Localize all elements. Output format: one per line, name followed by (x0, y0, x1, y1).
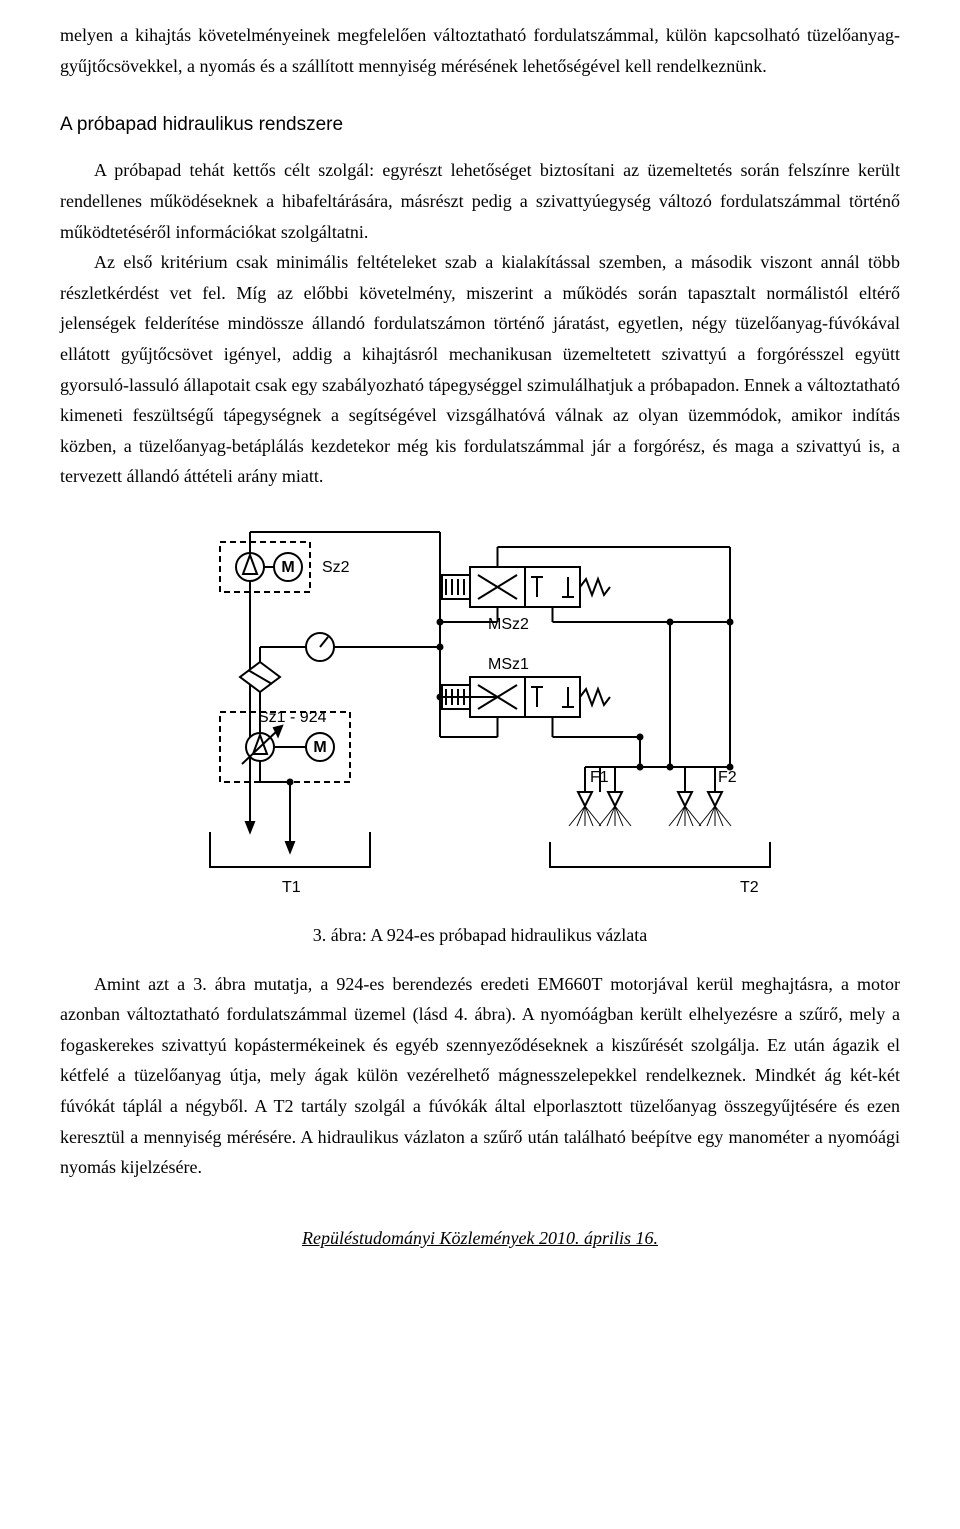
svg-text:MSz1: MSz1 (488, 656, 529, 673)
svg-text:Sz1 - 924: Sz1 - 924 (258, 709, 327, 726)
svg-text:M: M (281, 559, 294, 576)
svg-text:F1: F1 (590, 769, 609, 786)
svg-text:F2: F2 (718, 769, 737, 786)
paragraph-2: A próbapad tehát kettős célt szolgál: eg… (60, 155, 900, 247)
svg-text:T1: T1 (282, 879, 301, 896)
intro-paragraph: melyen a kihajtás követelményeinek megfe… (60, 20, 900, 81)
figure-caption: 3. ábra: A 924-es próbapad hidraulikus v… (60, 920, 900, 951)
page-footer: Repüléstudományi Közlemények 2010. ápril… (60, 1223, 900, 1254)
paragraph-3: Az első kritérium csak minimális feltéte… (60, 247, 900, 492)
hydraulic-diagram: T1MSz2MSz1 - 924MSz2MSz1F1F2T2 (60, 522, 900, 912)
svg-text:MSz2: MSz2 (488, 616, 529, 633)
svg-text:Sz2: Sz2 (322, 559, 350, 576)
svg-text:M: M (313, 739, 326, 756)
section-heading: A próbapad hidraulikus rendszere (60, 109, 900, 141)
paragraph-4: Amint azt a 3. ábra mutatja, a 924-es be… (60, 969, 900, 1183)
svg-text:T2: T2 (740, 879, 759, 896)
